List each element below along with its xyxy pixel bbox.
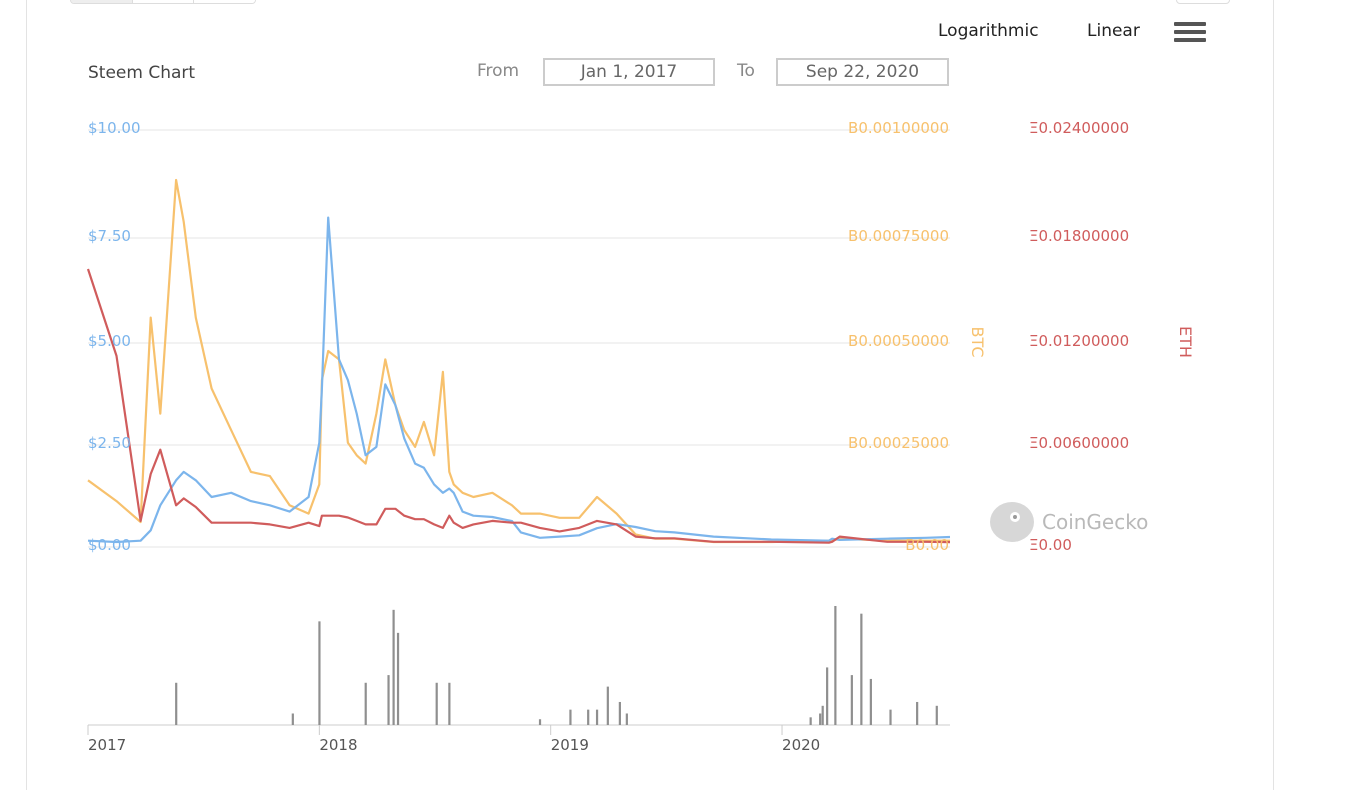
series-line-btc <box>87 178 950 544</box>
y-axis-title-eth: ETH <box>1176 326 1195 358</box>
volume-bar <box>448 682 451 725</box>
volume-bar <box>819 713 822 725</box>
volume-bar <box>606 686 609 725</box>
to-date-input[interactable] <box>776 58 949 86</box>
chart-card <box>26 0 1274 790</box>
y-tick-label-usd: $5.00 <box>88 332 131 350</box>
linear-button[interactable]: Linear <box>1087 21 1140 41</box>
to-label: To <box>737 61 755 81</box>
x-tick-label: 2018 <box>319 736 357 754</box>
chart-title: Steem Chart <box>88 63 196 83</box>
volume-bar <box>625 713 628 725</box>
top-tab-3[interactable] <box>194 0 255 3</box>
volume-bar <box>869 678 872 725</box>
gecko-logo-icon <box>990 502 1034 542</box>
volume-bar <box>569 709 572 725</box>
logarithmic-button[interactable]: Logarithmic <box>938 21 1039 41</box>
y-axis-title-btc: BTC <box>968 327 987 358</box>
top-tab-1[interactable] <box>71 0 133 3</box>
volume-bar <box>850 675 853 725</box>
volume-bar <box>318 621 321 725</box>
y-tick-label-eth: Ξ0.00 <box>1029 536 1072 554</box>
y-tick-label-usd: $10.00 <box>88 119 141 137</box>
volume-bar <box>364 682 367 725</box>
volume-bar <box>821 705 824 725</box>
volume-bar <box>618 701 621 725</box>
volume-bar <box>387 675 390 725</box>
y-tick-label-usd: $0.00 <box>88 536 131 554</box>
volume-bar <box>889 709 892 725</box>
x-tick-label: 2020 <box>782 736 820 754</box>
x-tick-label: 2017 <box>88 736 126 754</box>
price-series <box>86 178 951 544</box>
volume-bar <box>595 709 599 725</box>
volume-bar <box>396 632 400 725</box>
volume-bar <box>826 667 829 725</box>
volume-bars <box>175 606 938 725</box>
series-line-usd <box>87 216 951 544</box>
volume-bar <box>175 682 178 725</box>
y-tick-label-btc: B0.00075000 <box>848 227 949 245</box>
volume-bar <box>392 609 395 725</box>
series-line-eth <box>86 268 951 544</box>
y-tick-label-btc: B0.00100000 <box>848 119 949 137</box>
watermark-text: CoinGecko <box>1042 510 1149 534</box>
y-tick-label-eth: Ξ0.02400000 <box>1029 119 1129 137</box>
top-tab-2[interactable] <box>132 0 195 3</box>
volume-bar <box>435 682 438 725</box>
volume-bar <box>834 606 837 725</box>
x-tick-label: 2019 <box>551 736 589 754</box>
volume-bar <box>935 705 938 725</box>
from-date-input[interactable] <box>543 58 715 86</box>
y-tick-label-eth: Ξ0.01200000 <box>1029 332 1129 350</box>
volume-bar <box>860 613 863 725</box>
y-tick-label-btc: B0.00 <box>905 536 949 554</box>
volume-bar <box>809 717 812 725</box>
y-tick-label-btc: B0.00050000 <box>848 332 949 350</box>
y-tick-label-usd: $7.50 <box>88 227 131 245</box>
y-tick-label-usd: $2.50 <box>88 434 131 452</box>
y-tick-label-btc: B0.00025000 <box>848 434 949 452</box>
from-label: From <box>477 61 520 81</box>
volume-bar <box>587 709 590 725</box>
volume-bar <box>291 713 294 725</box>
price-chart: $10.00 $7.50 $5.00 $2.50 $0.00 B0.00100000 B0.… <box>86 119 1195 754</box>
y-tick-label-eth: Ξ0.00600000 <box>1029 434 1129 452</box>
y-tick-label-eth: Ξ0.01800000 <box>1029 227 1129 245</box>
grid-lines <box>88 129 950 726</box>
volume-bar <box>538 719 542 725</box>
coingecko-watermark: CoinGecko <box>990 502 1148 542</box>
volume-bar <box>916 701 919 725</box>
axis-labels: $10.00 $7.50 $5.00 $2.50 $0.00 B0.00100000 B0.… <box>87 119 1195 754</box>
hamburger-menu-icon[interactable] <box>1174 22 1206 42</box>
